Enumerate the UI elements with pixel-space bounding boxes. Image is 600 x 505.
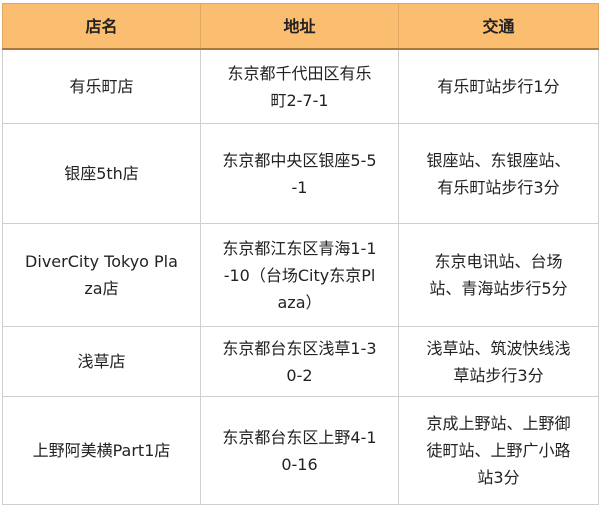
header-store-name: 店名 <box>2 3 201 50</box>
address-cell: 东京都江东区青海1-1-10（台场City东京Plaza） <box>200 223 399 327</box>
header-transport: 交通 <box>398 3 599 50</box>
transport-cell: 银座站、东银座站、有乐町站步行3分 <box>398 123 599 224</box>
transport-cell: 东京电讯站、台场站、青海站步行5分 <box>398 223 599 327</box>
store-name-cell: 浅草店 <box>2 326 201 397</box>
table-row: 浅草店 东京都台东区浅草1-30-2 浅草站、筑波快线浅草站步行3分 <box>2 326 599 397</box>
address-cell: 东京都千代田区有乐町2-7-1 <box>200 48 399 124</box>
address-cell: 东京都台东区上野4-10-16 <box>200 396 399 505</box>
store-name-cell: DiverCity Tokyo Plaza店 <box>2 223 201 327</box>
address-cell: 东京都台东区浅草1-30-2 <box>200 326 399 397</box>
table-row: DiverCity Tokyo Plaza店 东京都江东区青海1-1-10（台场C… <box>2 223 599 327</box>
transport-cell: 浅草站、筑波快线浅草站步行3分 <box>398 326 599 397</box>
store-name-cell: 银座5th店 <box>2 123 201 224</box>
store-name-cell: 有乐町店 <box>2 48 201 124</box>
store-table: 店名 地址 交通 有乐町店 东京都千代田区有乐町2-7-1 有乐町站步行1分 银座5t… <box>2 3 599 505</box>
transport-cell: 京成上野站、上野御徒町站、上野广小路站3分 <box>398 396 599 505</box>
table-row: 上野阿美横Part1店 东京都台东区上野4-10-16 京成上野站、上野御徒町站、上… <box>2 396 599 505</box>
store-name-cell: 上野阿美横Part1店 <box>2 396 201 505</box>
table-row: 有乐町店 东京都千代田区有乐町2-7-1 有乐町站步行1分 <box>2 48 599 124</box>
transport-cell: 有乐町站步行1分 <box>398 48 599 124</box>
address-cell: 东京都中央区银座5-5-1 <box>200 123 399 224</box>
table-row: 银座5th店 东京都中央区银座5-5-1 银座站、东银座站、有乐町站步行3分 <box>2 123 599 224</box>
table-header-row: 店名 地址 交通 <box>2 3 599 50</box>
header-address: 地址 <box>200 3 399 50</box>
